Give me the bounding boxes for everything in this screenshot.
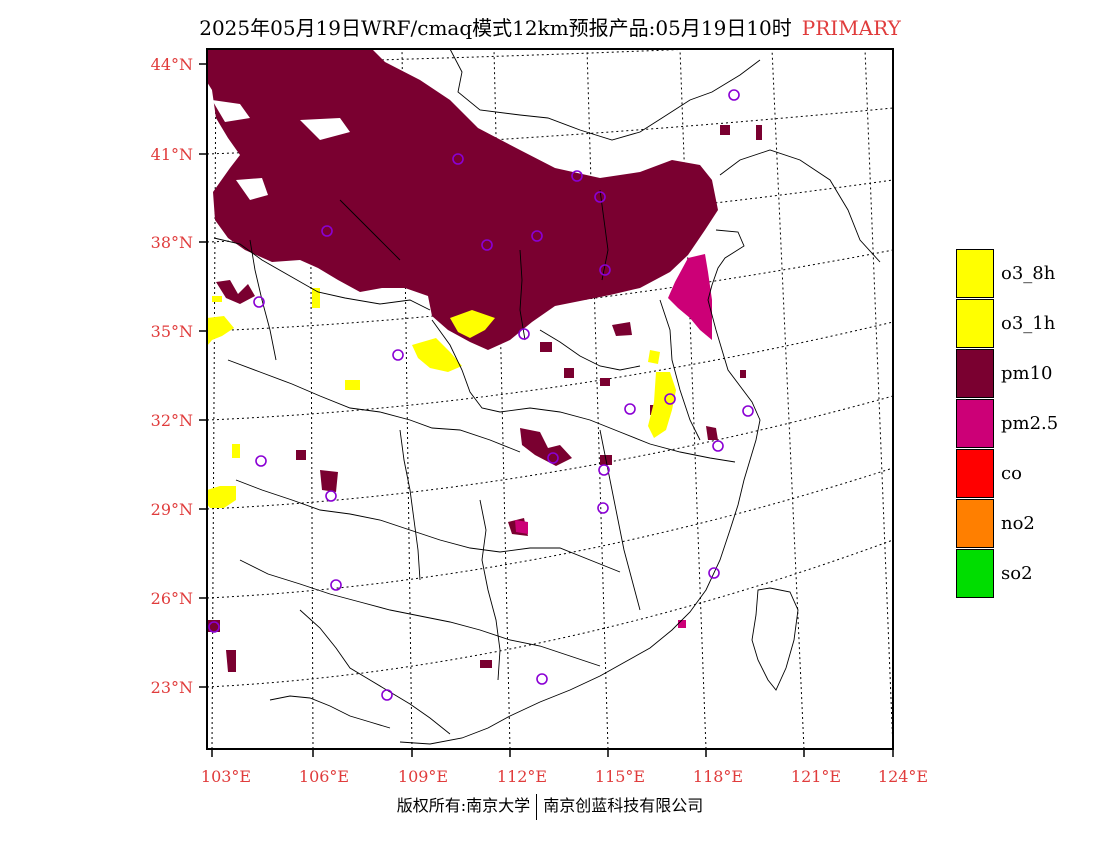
legend-label: o3_1h [1001,313,1056,334]
axis-ticks [199,63,894,757]
map-frame [206,48,894,750]
legend-swatch [956,549,994,598]
legend-swatch [956,499,994,548]
legend-label: no2 [1001,513,1035,534]
lat-label: 35°N [151,322,193,341]
title-tag: PRIMARY [801,16,901,40]
lat-label: 26°N [151,589,193,608]
title-text: 2025年05月19日WRF/cmaq模式12km预报产品:05月19日10时 [199,16,792,40]
lon-label: 106°E [299,767,349,786]
lat-label: 41°N [151,145,193,164]
lat-label: 23°N [151,678,193,697]
lat-label: 29°N [151,500,193,519]
lon-label: 121°E [791,767,841,786]
copyright-footer: 版权所有:南京大学 南京创蓝科技有限公司 [0,792,1100,820]
legend-label: pm2.5 [1001,413,1059,434]
pm25-regions [515,254,712,628]
province-boundaries [213,49,881,745]
pm10-regions [207,49,762,672]
lat-label: 38°N [151,233,193,252]
longitude-lines [211,49,893,749]
monitoring-stations [208,89,754,701]
lon-label: 118°E [693,767,743,786]
lon-label: 115°E [595,767,645,786]
legend-label: co [1001,463,1022,484]
o3-regions [207,288,676,508]
longitude-labels: 103°E 106°E 109°E 112°E 115°E 118°E 121°… [201,767,928,786]
legend-swatch [956,449,994,498]
lon-label: 124°E [878,767,928,786]
legend-label: o3_8h [1001,263,1056,284]
lon-label: 103°E [201,767,251,786]
copyright-left: 版权所有:南京大学 [396,796,531,815]
lat-label: 44°N [151,55,193,74]
lon-label: 109°E [398,767,448,786]
lat-label: 32°N [151,411,193,430]
latitude-labels: 44°N 41°N 38°N 35°N 32°N 29°N 26°N 23°N [151,55,193,697]
legend-swatch [956,399,994,448]
map-title: 2025年05月19日WRF/cmaq模式12km预报产品:05月19日10时 P… [0,12,1100,41]
footer-divider [536,793,538,820]
legend-label: so2 [1001,563,1033,584]
copyright-right: 南京创蓝科技有限公司 [543,796,704,815]
legend-swatch [956,349,994,398]
lon-label: 112°E [497,767,547,786]
legend-label: pm10 [1001,363,1053,384]
legend-swatch [956,299,994,348]
legend-swatch [956,249,994,298]
